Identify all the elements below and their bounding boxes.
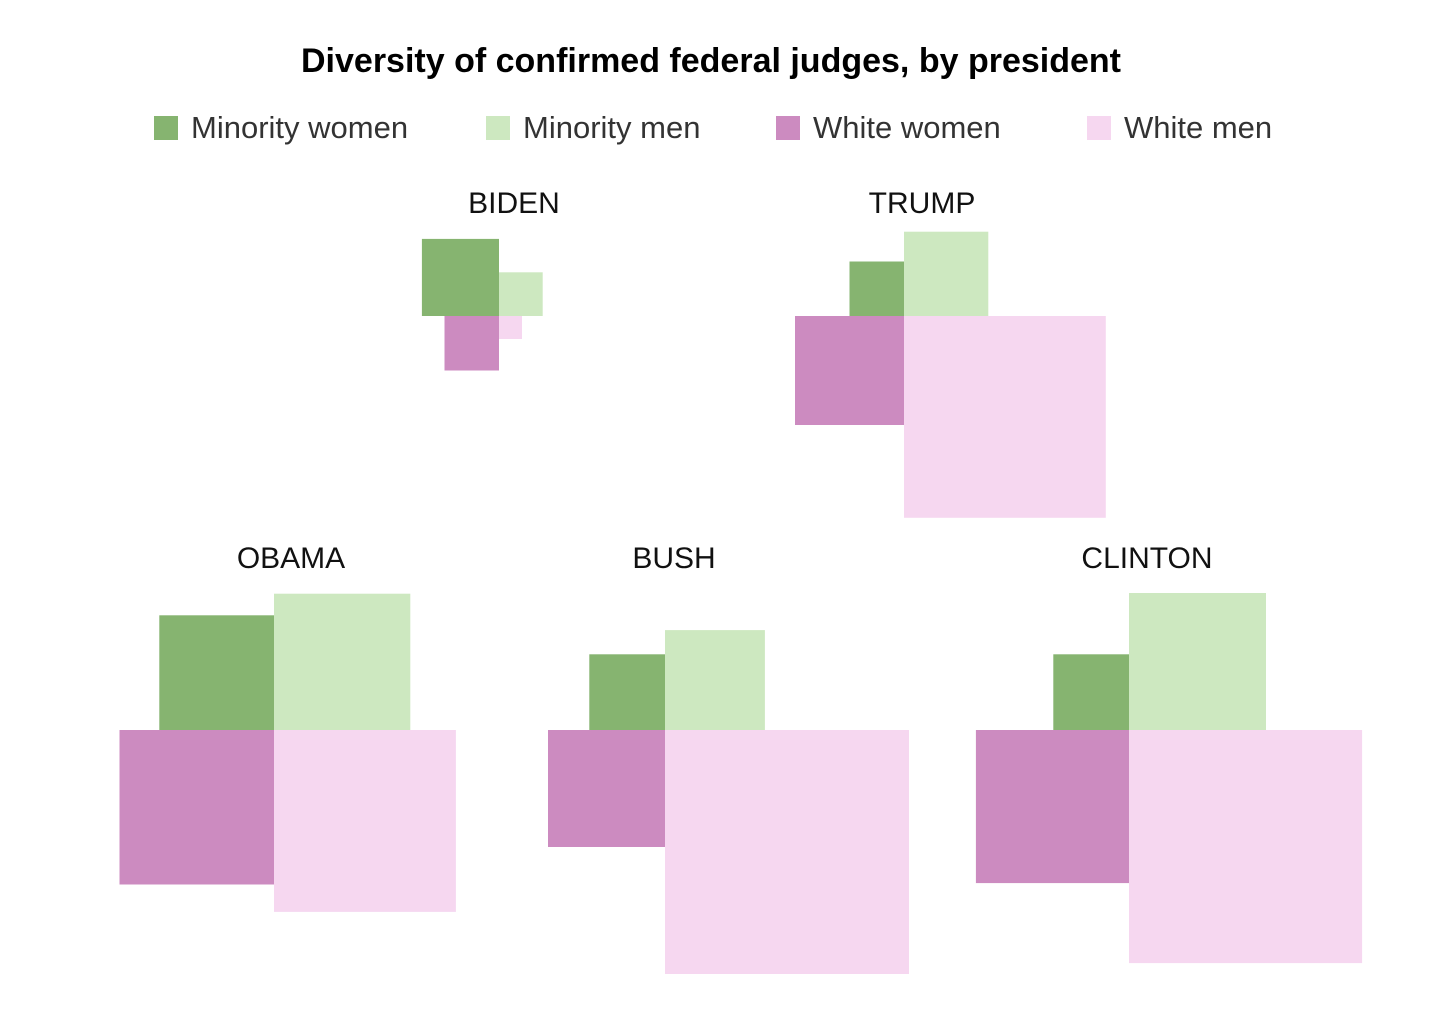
legend-label-white-women: White women [813, 110, 1001, 145]
square-bush-minority-men [665, 630, 765, 730]
square-clinton-white-men [1129, 730, 1363, 964]
panel-label-biden: BIDEN [468, 187, 560, 220]
legend: Minority women Minority men White women … [0, 108, 1440, 148]
legend-item-white-men: White men [1087, 108, 1272, 148]
legend-swatch-white-women [776, 116, 800, 140]
legend-label-minority-women: Minority women [191, 110, 409, 145]
panel-clinton: CLINTON [975, 542, 1363, 964]
legend-label-white-men: White men [1124, 110, 1273, 145]
square-biden-white-women [444, 316, 499, 371]
panel-label-clinton: CLINTON [1081, 542, 1212, 575]
panel-biden: BIDEN [421, 187, 560, 371]
square-trump-minority-men [904, 231, 989, 316]
square-clinton-minority-men [1129, 593, 1266, 730]
square-biden-minority-women [421, 238, 499, 316]
square-obama-minority-men [274, 593, 411, 730]
legend-swatch-minority-men [486, 116, 510, 140]
square-biden-minority-men [499, 272, 543, 316]
legend-label-minority-men: Minority men [523, 110, 701, 145]
legend-item-minority-men: Minority men [486, 108, 700, 148]
panel-label-bush: BUSH [632, 542, 715, 575]
square-bush-white-women [548, 730, 665, 847]
chart-title: Diversity of confirmed federal judges, b… [301, 42, 1121, 80]
square-clinton-white-women [975, 730, 1129, 884]
square-trump-white-men [904, 316, 1106, 518]
panel-bush: BUSH [548, 542, 909, 974]
square-obama-white-women [119, 730, 274, 885]
legend-swatch-white-men [1087, 116, 1111, 140]
panel-label-obama: OBAMA [237, 542, 345, 575]
square-bush-minority-women [589, 654, 665, 730]
square-trump-minority-women [849, 261, 904, 316]
legend-item-minority-women: Minority women [154, 108, 408, 148]
square-trump-white-women [795, 316, 904, 425]
panel-trump: TRUMP [795, 187, 1106, 518]
square-bush-white-men [665, 730, 909, 974]
panel-obama: OBAMA [119, 542, 456, 912]
legend-item-white-women: White women [776, 108, 1001, 148]
square-obama-minority-women [159, 615, 274, 730]
square-biden-white-men [499, 316, 522, 339]
panel-label-trump: TRUMP [869, 187, 976, 220]
square-obama-white-men [274, 730, 456, 912]
square-clinton-minority-women [1053, 654, 1129, 730]
legend-swatch-minority-women [154, 116, 178, 140]
